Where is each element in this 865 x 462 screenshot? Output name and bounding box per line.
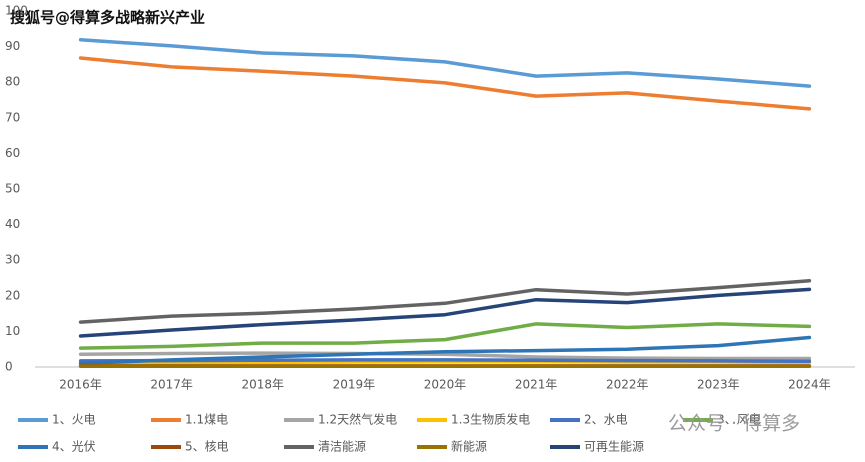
series-line [78, 279, 812, 324]
x-tick-label: 2024年 [788, 378, 831, 392]
y-tick-label: 90 [5, 39, 20, 53]
legend-label: 新能源 [451, 439, 487, 454]
series-line [78, 287, 812, 338]
y-tick-label: 50 [5, 182, 20, 196]
series-line [78, 335, 812, 366]
legend-label: 3、风电 [717, 413, 761, 427]
series-line [78, 322, 812, 350]
legend-label: 可再生能源 [584, 440, 644, 454]
y-tick-label: 80 [5, 75, 20, 89]
y-tick-label: 100 [5, 4, 28, 18]
legend-label: 1.3生物质发电 [451, 412, 530, 427]
x-tick-label: 2020年 [424, 378, 467, 392]
x-tick-label: 2019年 [333, 378, 376, 392]
legend-label: 4、光伏 [52, 440, 96, 454]
y-tick-label: 70 [5, 110, 20, 124]
y-tick-label: 0 [5, 360, 13, 374]
watermark: 搜狐号@得算多战略新兴产业 [10, 9, 205, 27]
legend-label: 1、火电 [52, 413, 96, 427]
y-tick-label: 60 [5, 146, 20, 160]
legend-label: 5、核电 [185, 440, 229, 454]
y-tick-label: 30 [5, 253, 20, 267]
legend-label: 清洁能源 [318, 440, 366, 454]
x-tick-label: 2018年 [242, 378, 285, 392]
legend-label: 1.1煤电 [185, 413, 228, 427]
series-line [78, 38, 812, 88]
watermark: 公众号 · 得算多 [668, 413, 800, 435]
legend-label: 2、水电 [584, 413, 628, 427]
x-tick-label: 2021年 [515, 378, 558, 392]
series-line [78, 351, 812, 361]
x-tick-label: 2022年 [606, 378, 649, 392]
series-line [78, 56, 812, 111]
y-tick-label: 20 [5, 288, 20, 302]
y-tick-label: 10 [5, 324, 20, 338]
y-tick-label: 40 [5, 217, 20, 231]
x-tick-label: 2023年 [697, 378, 740, 392]
x-tick-label: 2016年 [59, 378, 102, 392]
legend-label: 1.2天然气发电 [318, 412, 397, 427]
x-tick-label: 2017年 [150, 378, 193, 392]
